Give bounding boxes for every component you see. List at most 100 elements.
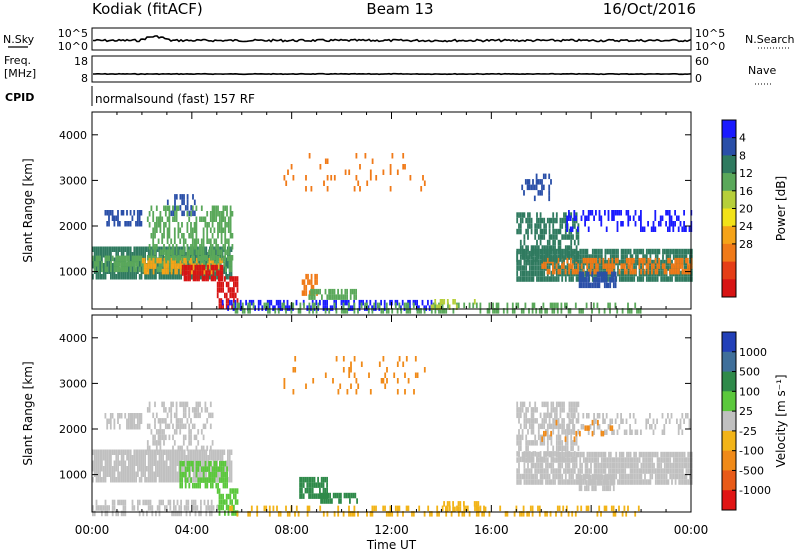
velocity-panel-cell bbox=[656, 473, 659, 480]
power-panel-cell bbox=[516, 276, 519, 282]
power-panel-cell bbox=[600, 265, 603, 271]
power-panel-cell bbox=[104, 252, 107, 258]
power-panel-cell bbox=[584, 277, 586, 283]
velocity-panel-cell bbox=[539, 456, 542, 463]
velocity-panel-cell bbox=[545, 462, 547, 469]
velocity-panel-cell bbox=[613, 429, 615, 435]
velocity-panel-cell bbox=[568, 468, 571, 474]
velocity-panel-cell bbox=[137, 449, 139, 455]
velocity-panel-cell bbox=[348, 511, 350, 517]
velocity-panel-cell bbox=[550, 440, 553, 446]
velocity-panel-cell bbox=[591, 419, 594, 426]
velocity-panel-cell bbox=[349, 511, 352, 517]
power-panel-cell bbox=[330, 175, 333, 181]
power-panel-cell bbox=[190, 205, 193, 211]
power-panel-cell bbox=[571, 263, 574, 269]
power-panel-cell bbox=[598, 271, 601, 278]
velocity-panel-cell bbox=[617, 462, 619, 469]
velocity-panel-cell bbox=[665, 451, 668, 458]
power-panel-cell bbox=[526, 179, 529, 185]
velocity-panel-cell bbox=[689, 479, 691, 485]
power-panel-cell bbox=[663, 248, 666, 255]
power-panel-cell bbox=[122, 266, 125, 273]
velocity-panel-cell bbox=[147, 449, 150, 455]
power-panel-cell bbox=[196, 261, 199, 267]
power-panel-cell bbox=[523, 250, 526, 257]
velocity-panel-cell bbox=[474, 505, 476, 512]
power-panel-cell bbox=[135, 255, 137, 262]
power-panel-cell bbox=[589, 257, 592, 264]
velocity-panel-cell bbox=[596, 424, 599, 430]
power-panel-cell bbox=[190, 227, 192, 233]
power-panel-cell bbox=[523, 259, 526, 266]
power-panel-cell bbox=[201, 264, 204, 271]
velocity-panel-cell bbox=[561, 423, 564, 430]
velocity-panel-cell bbox=[690, 468, 693, 474]
power-panel-cell bbox=[407, 302, 410, 309]
power-panel-cell bbox=[516, 270, 519, 277]
power-panel-cell bbox=[108, 221, 110, 227]
power-panel-cell bbox=[303, 290, 306, 296]
velocity-panel-cell bbox=[541, 436, 544, 442]
power-panel-cell bbox=[190, 249, 192, 255]
velocity-panel-cell bbox=[633, 473, 636, 480]
velocity-panel-cell bbox=[631, 473, 634, 480]
power-panel-cell bbox=[548, 276, 551, 282]
power-panel-cell bbox=[229, 287, 232, 293]
velocity-panel-cell bbox=[564, 462, 567, 469]
velocity-panel-cell bbox=[142, 455, 145, 461]
velocity-panel-cell bbox=[190, 460, 192, 467]
velocity-panel-cell bbox=[546, 412, 549, 419]
power-panel-cell bbox=[645, 276, 648, 282]
velocity-panel-cell bbox=[140, 413, 143, 419]
velocity-panel-cell bbox=[575, 434, 578, 441]
power-panel-cell bbox=[660, 276, 663, 282]
velocity-panel-cell bbox=[384, 383, 387, 389]
power-panel-cell bbox=[316, 279, 318, 285]
power-panel-cell bbox=[579, 254, 582, 260]
power-panel-cell bbox=[152, 244, 155, 250]
power-panel-cell bbox=[685, 226, 687, 232]
velocity-panel-cell bbox=[554, 451, 556, 457]
velocity-panel-cell bbox=[172, 401, 174, 408]
power-panel-cell bbox=[119, 261, 121, 267]
power-panel-cell bbox=[308, 302, 311, 309]
velocity-panel-colorbar-segment bbox=[722, 490, 736, 511]
velocity-panel-cell bbox=[651, 473, 654, 480]
power-panel-cell bbox=[209, 249, 212, 255]
power-panel-cell bbox=[676, 276, 679, 282]
freq-strip-tick-right-bottom: 0 bbox=[695, 72, 702, 85]
power-panel-cell bbox=[194, 257, 197, 263]
power-panel-cell bbox=[131, 255, 134, 262]
velocity-panel-cell bbox=[572, 462, 574, 469]
power-panel-cell bbox=[211, 205, 214, 211]
freq-strip-trace bbox=[93, 72, 692, 76]
power-panel-cell bbox=[229, 276, 232, 282]
velocity-panel-cell bbox=[522, 511, 525, 517]
power-panel-cell bbox=[220, 303, 223, 310]
velocity-panel-cell bbox=[199, 460, 201, 467]
velocity-panel-cell bbox=[530, 479, 533, 485]
power-panel-cell bbox=[324, 299, 327, 306]
velocity-panel-cell bbox=[552, 418, 555, 424]
power-panel-cell bbox=[420, 186, 423, 192]
velocity-panel-cell bbox=[587, 429, 590, 435]
velocity-panel-cell bbox=[523, 473, 526, 480]
power-panel-cell bbox=[95, 246, 98, 252]
velocity-panel-cell bbox=[183, 505, 186, 511]
power-panel-cell bbox=[115, 261, 118, 267]
velocity-panel-cell bbox=[568, 462, 571, 469]
velocity-panel-cell bbox=[104, 477, 107, 483]
velocity-panel-cell bbox=[618, 451, 621, 458]
velocity-panel-cell bbox=[338, 492, 340, 499]
velocity-panel-cell bbox=[198, 455, 200, 461]
power-panel-cell bbox=[598, 257, 601, 264]
power-panel-cell bbox=[519, 239, 522, 246]
power-panel-cell bbox=[333, 302, 336, 309]
velocity-panel-cell bbox=[663, 451, 666, 458]
velocity-panel-cell bbox=[685, 413, 687, 419]
power-panel-cell bbox=[557, 257, 560, 264]
velocity-panel-cell bbox=[499, 505, 502, 512]
power-panel-cell bbox=[633, 257, 635, 264]
velocity-panel-cell bbox=[211, 482, 214, 489]
